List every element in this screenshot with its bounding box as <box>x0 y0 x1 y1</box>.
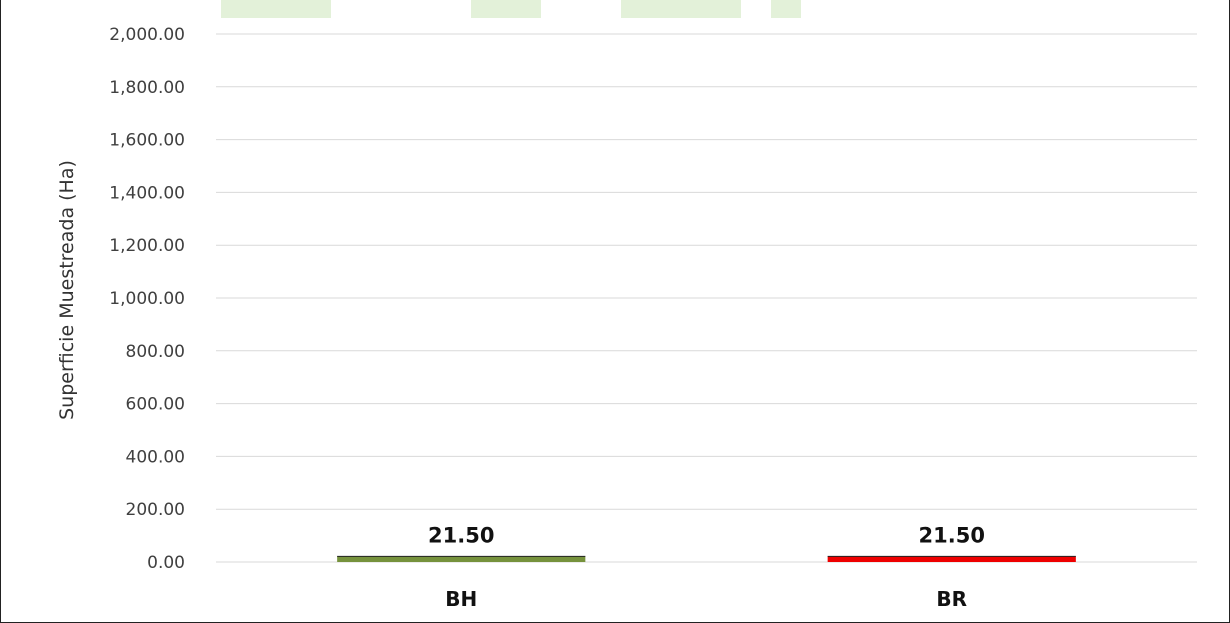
y-tick-label: 400.00 <box>126 447 185 467</box>
category-label: BR <box>936 587 967 611</box>
category-labels: BH BR <box>445 587 967 611</box>
y-tick-label: 1,800.00 <box>109 78 185 98</box>
category-label: BH <box>445 587 477 611</box>
data-label: 21.50 <box>919 523 985 547</box>
y-tick-label: 2,000.00 <box>109 25 185 45</box>
y-tick-label: 200.00 <box>126 500 185 520</box>
bars <box>337 555 1076 562</box>
y-tick-label: 1,600.00 <box>109 131 185 151</box>
y-tick-label: 0.00 <box>147 553 185 573</box>
y-tick-labels: 0.00 200.00 400.00 600.00 800.00 1,000.00 1,20… <box>109 25 185 573</box>
y-axis-label: Superficie Muestreada (Ha) <box>56 160 78 420</box>
data-labels: 21.50 21.50 <box>428 523 985 547</box>
data-label: 21.50 <box>428 523 494 547</box>
bar-bh <box>337 556 586 562</box>
y-tick-label: 1,400.00 <box>109 183 185 203</box>
y-tick-label: 1,200.00 <box>109 236 185 256</box>
watermark-band <box>1 0 1230 20</box>
y-tick-label: 1,000.00 <box>109 289 185 309</box>
y-tick-label: 600.00 <box>126 395 185 415</box>
y-tick-label: 800.00 <box>126 342 185 362</box>
bar-br <box>827 556 1076 562</box>
gridlines <box>216 33 1197 563</box>
